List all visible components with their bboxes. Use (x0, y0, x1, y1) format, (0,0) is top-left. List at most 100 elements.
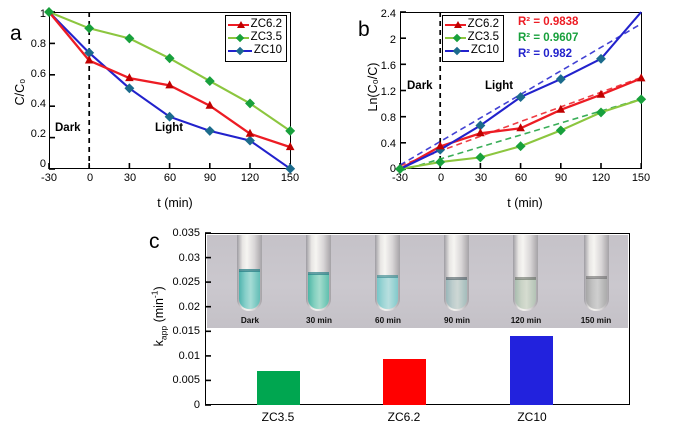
panel-c-ytick-002: 0.02 (178, 300, 200, 313)
panel-a-xtick-0: 0 (86, 172, 94, 184)
panel-c-ytick-0035: 0.035 (172, 227, 200, 239)
tube-150min (580, 235, 613, 313)
panel-b-legend-label-zc10: ZC10 (470, 44, 499, 56)
panel-a-legend-label-zc62: ZC6.2 (250, 18, 282, 30)
tube-label-dark: Dark (240, 316, 260, 325)
tube-dark (233, 235, 266, 313)
series-zc35-markers-b (395, 94, 647, 174)
panel-b-r2-zc62: R² = 0.9838 (518, 16, 579, 28)
panel-a-ytick-02: 0.2 (30, 128, 46, 140)
panel-b-plot-svg (395, 11, 647, 174)
legend-marker-diamond-green (452, 33, 462, 42)
panel-b-legend-item-zc35: ZC3.5 (445, 31, 499, 44)
panel-b-legend-label-zc35: ZC3.5 (467, 31, 499, 43)
legend-line-green (445, 33, 466, 42)
panel-b-xtick-150: 150 (631, 172, 651, 184)
panel-a-xtick-m30: -30 (41, 172, 57, 184)
panel-c-ytick-0025: 0.025 (172, 276, 200, 289)
panel-a-ytick-1: 1 (39, 8, 46, 20)
panel-b-r2-zc10: R² = 0.982 (518, 48, 573, 60)
panel-c-ytick-003: 0.03 (178, 251, 200, 264)
panel-c-xtick-zc10: ZC10 (517, 410, 547, 424)
panel-c-ytick-001: 0.01 (178, 349, 200, 362)
tube-90min (440, 235, 473, 313)
series-zc10-markers-a (84, 47, 296, 174)
panel-b-r2-zc35: R² = 0.9607 (518, 32, 579, 44)
legend-line-blue (445, 46, 469, 55)
panel-a-xtick-120: 120 (240, 172, 260, 184)
panel-b: b Ln(C₀/C) t (min) 2.4 2 1.6 1.2 0.8 0.4… (350, 0, 700, 220)
panel-a-legend-item-zc62: ZC6.2 (228, 18, 282, 31)
panel-b-ytick-04: 0.4 (380, 138, 396, 150)
legend-marker-diamond-green (235, 33, 245, 42)
tube-label-90min: 90 min (444, 316, 470, 325)
panel-b-legend-label-zc62: ZC6.2 (467, 18, 499, 30)
panel-c-xtick-zc62: ZC6.2 (387, 410, 421, 424)
panel-c-label: c (149, 230, 160, 253)
panel-a-ytick-0: 0 (39, 158, 46, 170)
legend-line-blue (228, 46, 252, 55)
panel-b-xtick-120: 120 (591, 172, 611, 184)
panel-a-label: a (10, 22, 22, 45)
panel-b-ytick-2: 2 (389, 34, 396, 46)
panel-a-xtick-60: 60 (163, 172, 177, 184)
legend-marker-triangle-red (237, 20, 245, 28)
bar-zc62 (383, 359, 426, 405)
panel-a: a C/C₀ t (min) 1 0.8 0.6 0.4 0.2 0 -30 0… (0, 0, 345, 220)
panel-b-ytick-0: 0 (389, 163, 396, 175)
panel-b-legend-item-zc62: ZC6.2 (445, 18, 499, 31)
bar-zc35 (257, 370, 300, 405)
panel-a-legend-item-zc35: ZC3.5 (228, 31, 282, 44)
panel-a-legend-item-zc10: ZC10 (228, 44, 282, 57)
tube-label-60min: 60 min (375, 316, 401, 325)
panel-a-ytick-08: 0.8 (30, 38, 46, 50)
panel-b-light-label: Light (485, 80, 514, 92)
panel-b-legend-item-zc10: ZC10 (445, 44, 499, 57)
panel-c-ytick-0: 0 (193, 399, 200, 411)
panel-a-light-label: Light (155, 122, 184, 134)
bar-zc10 (510, 336, 553, 405)
tube-label-150min: 150 min (580, 316, 612, 325)
series-zc62-markers-a (84, 55, 295, 151)
panel-b-ytick-16: 1.6 (380, 60, 396, 72)
legend-line-green (228, 33, 249, 42)
panel-a-ytick-04: 0.4 (30, 98, 46, 110)
panel-a-dark-label: Dark (55, 122, 81, 134)
panel-c-xtick-zc35: ZC3.5 (261, 410, 295, 424)
panel-b-xtick-0: 0 (437, 172, 445, 184)
panel-c: c kapp (min-1) 0.035 0.03 0.025 0.02 0.0… (130, 225, 630, 433)
panel-a-legend-label-zc10: ZC10 (253, 44, 282, 56)
panel-a-legend-label-zc35: ZC3.5 (250, 31, 282, 43)
panel-b-legend: ZC6.2 ZC3.5 ZC10 (442, 15, 504, 62)
panel-b-xtick-90: 90 (554, 172, 568, 184)
legend-marker-triangle-red (454, 20, 462, 28)
tube-label-120min: 120 min (510, 316, 542, 325)
legend-line-red (445, 20, 466, 28)
tube-120min (509, 235, 542, 313)
panel-b-ytick-12: 1.2 (380, 86, 396, 98)
series-zc62-markers-b (435, 73, 646, 150)
panel-c-plot-svg (205, 232, 211, 406)
panel-b-dark-label: Dark (407, 80, 433, 92)
panel-b-x-axis-title: t (min) (507, 196, 543, 210)
panel-b-xtick-60: 60 (514, 172, 528, 184)
panel-a-xtick-30: 30 (123, 172, 137, 184)
panel-b-xtick-30: 30 (474, 172, 488, 184)
panel-b-ytick-08: 0.8 (380, 112, 396, 124)
panel-a-legend: ZC6.2 ZC3.5 ZC10 (225, 15, 287, 62)
panel-c-ytick-0005: 0.005 (172, 374, 200, 387)
legend-marker-diamond-blue (452, 46, 462, 55)
panel-b-ytick-24: 2.4 (380, 8, 396, 20)
tube-30min (302, 235, 335, 313)
tube-60min (371, 235, 404, 313)
tube-photo-inset: Dark 30 min 60 min 90 min 120 min 150 mi… (207, 235, 628, 328)
panel-a-x-axis-title: t (min) (157, 196, 193, 210)
trendline-zc10-b (399, 23, 642, 166)
panel-a-xtick-90: 90 (203, 172, 217, 184)
panel-a-ytick-06: 0.6 (30, 68, 46, 80)
panel-c-ytick-0015: 0.015 (172, 325, 200, 338)
tube-label-30min: 30 min (306, 316, 332, 325)
panel-b-label: b (358, 18, 370, 41)
legend-marker-diamond-blue (235, 46, 245, 55)
panel-a-plot-svg (44, 7, 296, 174)
